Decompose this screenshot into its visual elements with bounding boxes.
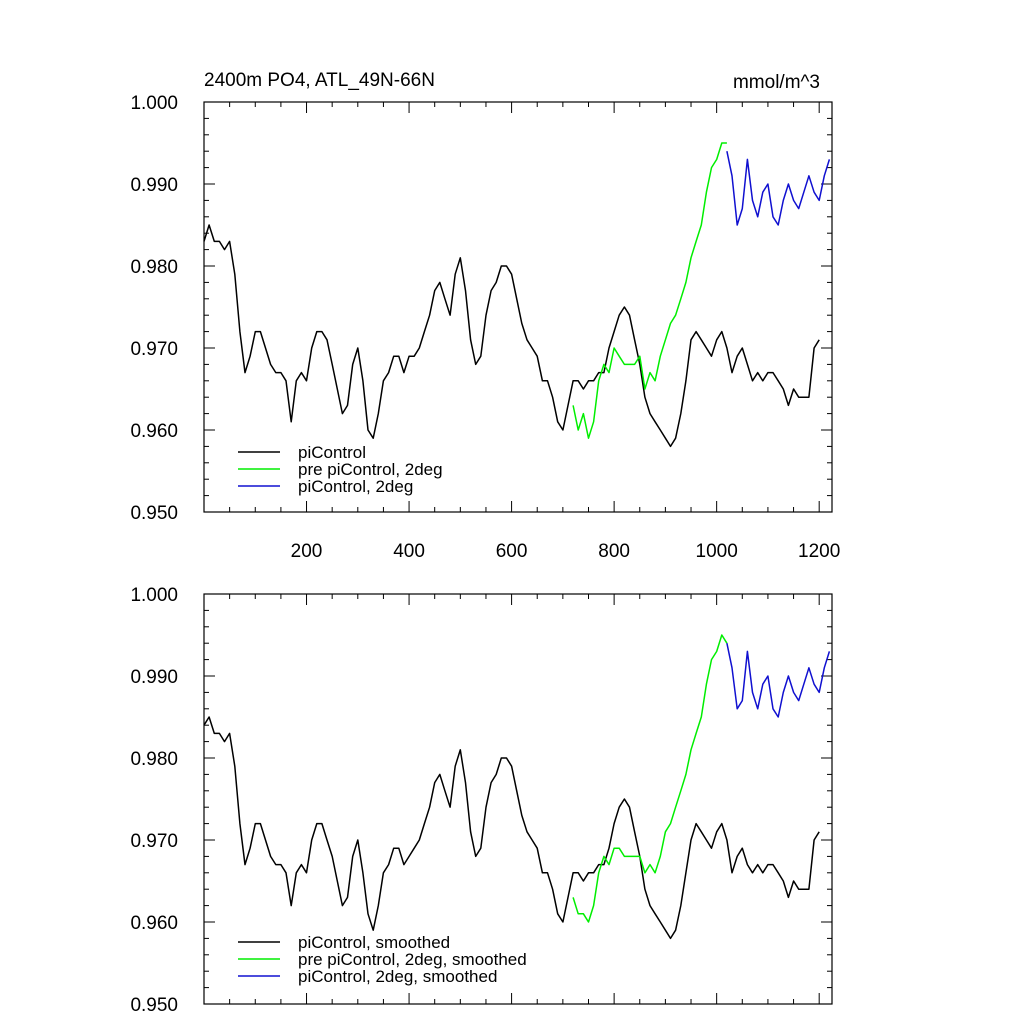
legend-label: pre piControl, 2deg, smoothed xyxy=(298,950,527,969)
x-tick-label: 200 xyxy=(291,541,323,562)
panel-1: 1.000 0.990 0.980 0.970 0.960 0.950 200 400 600 8… xyxy=(130,70,840,562)
x-tick-label: 600 xyxy=(496,541,528,562)
x-tick-label: 400 xyxy=(393,541,425,562)
y-tick-label: 0.950 xyxy=(130,995,178,1016)
series-line-1 xyxy=(203,716,820,940)
series-line-2 xyxy=(572,142,727,439)
legend-label: piControl, 2deg xyxy=(298,477,413,496)
x-tick-label: 1200 xyxy=(798,541,840,562)
x-tick-label: 800 xyxy=(598,541,630,562)
y-tick-label: 0.970 xyxy=(130,831,178,852)
y-tick-label: 0.980 xyxy=(130,749,178,770)
plot-frame xyxy=(203,101,833,513)
y-tick-label: 0.980 xyxy=(130,257,178,278)
series-line-3 xyxy=(726,151,831,226)
y-tick-label: 0.970 xyxy=(130,339,178,360)
chart-title: 2400m PO4, ATL_49N-66N xyxy=(204,70,435,91)
y-tick-label: 0.960 xyxy=(130,421,178,442)
y-tick-label: 1.000 xyxy=(130,585,178,606)
y-tick-label: 0.950 xyxy=(130,503,178,524)
x-tick-label: 1000 xyxy=(696,541,738,562)
legend-label: piControl, 2deg, smoothed xyxy=(298,967,497,986)
legend-label: piControl xyxy=(298,443,366,462)
y-tick-label: 0.990 xyxy=(130,175,178,196)
legend-label: pre piControl, 2deg xyxy=(298,460,443,479)
units-label: mmol/m^3 xyxy=(733,72,820,93)
plot-frame xyxy=(203,593,833,1005)
y-tick-label: 0.990 xyxy=(130,667,178,688)
legend-label: piControl, smoothed xyxy=(298,933,450,952)
y-tick-label: 0.960 xyxy=(130,913,178,934)
series-line-1 xyxy=(203,224,820,448)
y-tick-label: 1.000 xyxy=(130,93,178,114)
panel-2: 1.000 0.990 0.980 0.970 0.960 0.950 piControl,… xyxy=(130,585,833,1016)
series-line-3 xyxy=(726,643,831,718)
series-line-2 xyxy=(572,634,728,923)
